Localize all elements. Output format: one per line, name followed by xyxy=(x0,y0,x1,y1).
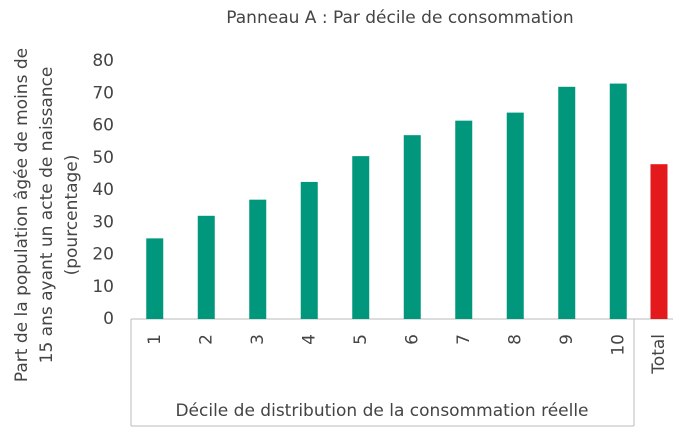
x-tick-label: 5 xyxy=(351,334,371,345)
x-tick-label: 2 xyxy=(196,334,216,345)
bar xyxy=(650,164,668,319)
x-tick-label: 4 xyxy=(299,334,319,345)
y-tick-label: 0 xyxy=(103,309,114,329)
bar xyxy=(249,199,267,319)
y-tick-label: 40 xyxy=(92,180,114,200)
y-tick-label: 80 xyxy=(92,51,114,71)
bar xyxy=(558,86,576,319)
y-tick-label: 70 xyxy=(92,83,114,103)
bar xyxy=(506,112,524,319)
x-tick-label: 9 xyxy=(557,334,577,345)
x-tick-label: 1 xyxy=(145,334,165,345)
x-tick-label: 3 xyxy=(248,334,268,345)
bar xyxy=(197,215,215,319)
y-axis-label: 15 ans ayant un acte de naissance xyxy=(37,67,57,364)
x-tick-label: Total xyxy=(649,334,669,375)
y-tick-label: 10 xyxy=(92,277,114,297)
bar xyxy=(609,83,627,319)
y-axis-label: Part de la population âgée de moins de xyxy=(12,48,32,382)
bar xyxy=(403,135,421,319)
bar xyxy=(300,181,318,319)
y-tick-label: 60 xyxy=(92,116,114,136)
y-tick-label: 20 xyxy=(92,245,114,265)
y-axis-label: (pourcentage) xyxy=(62,155,82,276)
x-tick-label: 10 xyxy=(608,334,628,356)
x-tick-label: 7 xyxy=(454,334,474,345)
chart-title: Panneau A : Par décile de consommation xyxy=(226,8,573,28)
bar xyxy=(146,238,164,319)
x-axis-label: Décile de distribution de la consommatio… xyxy=(175,401,588,421)
y-tick-label: 30 xyxy=(92,212,114,232)
bar xyxy=(455,120,473,319)
y-tick-label: 50 xyxy=(92,148,114,168)
x-tick-label: 6 xyxy=(402,334,422,345)
x-tick-label: 8 xyxy=(505,334,525,345)
bar xyxy=(352,156,370,319)
